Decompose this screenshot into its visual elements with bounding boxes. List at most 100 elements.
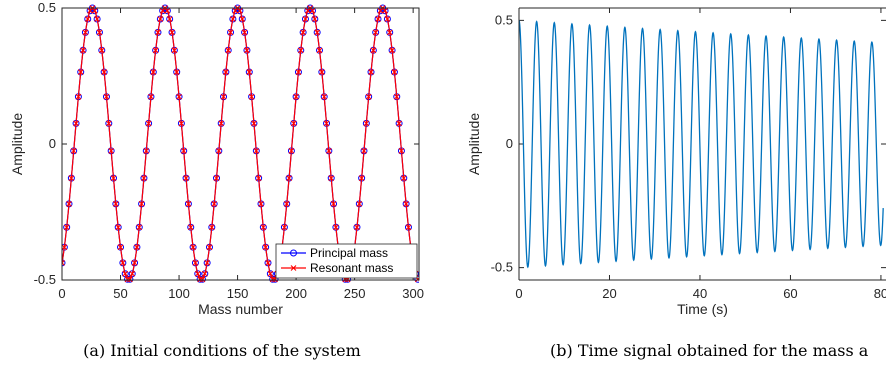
x-tick-label: 20 [602, 286, 616, 301]
data-point [213, 175, 220, 181]
data-point [122, 270, 129, 277]
data-point [201, 270, 208, 277]
data-point [77, 69, 84, 75]
data-point [150, 69, 157, 75]
data-point [311, 16, 318, 22]
data-point [225, 47, 232, 54]
data-point [105, 120, 112, 127]
data-point [361, 147, 367, 154]
data-point [260, 224, 267, 231]
data-point [316, 47, 323, 54]
data-point [148, 93, 154, 100]
data-point [356, 201, 363, 207]
caption: (a) Initial conditions of the system [83, 341, 361, 360]
data-point [314, 29, 321, 36]
x-axis-label: Time (s) [677, 301, 728, 317]
data-point [269, 276, 276, 283]
data-point [251, 120, 257, 127]
data-point [246, 69, 253, 75]
data-point [143, 147, 150, 154]
data-point [169, 29, 175, 36]
data-point [129, 270, 136, 277]
x-tick-label: 0 [515, 286, 522, 301]
data-point [365, 93, 372, 100]
data-point [393, 93, 400, 100]
data-point [244, 47, 250, 54]
data-point [155, 29, 161, 36]
data-point [187, 224, 194, 231]
y-tick-label: 0.5 [38, 0, 56, 15]
data-point [166, 16, 173, 22]
data-point [75, 93, 82, 100]
data-point [293, 93, 299, 100]
data-point [248, 93, 255, 100]
y-tick-label: -0.5 [491, 260, 513, 275]
data-point [382, 7, 388, 14]
data-point [178, 120, 185, 127]
x-tick-label: 80 [874, 286, 886, 301]
data-point [94, 16, 101, 22]
data-point [190, 244, 196, 251]
x-tick-label: 0 [58, 286, 65, 301]
data-point [375, 16, 381, 22]
legend-label: Resonant mass [310, 261, 393, 275]
data-point [265, 260, 271, 266]
data-point [62, 244, 68, 251]
data-point [127, 276, 133, 283]
data-point [330, 201, 337, 207]
data-point [262, 244, 269, 251]
data-point [241, 29, 248, 36]
legend-box [275, 243, 418, 279]
data-point [101, 69, 108, 75]
data-point [194, 270, 201, 277]
data-point [218, 120, 225, 127]
data-point [138, 201, 145, 207]
data-point [103, 93, 110, 100]
data-point [80, 47, 86, 54]
data-point [354, 224, 360, 231]
data-point [157, 16, 164, 22]
data-point [68, 175, 75, 181]
data-point [73, 120, 79, 127]
data-point [309, 7, 316, 14]
data-point [255, 175, 262, 181]
data-point [91, 7, 98, 14]
x-tick-label: 250 [344, 286, 366, 301]
data-point [391, 69, 398, 75]
data-point [124, 276, 131, 283]
plot-area [62, 8, 419, 280]
series-line [519, 20, 884, 269]
data-point [403, 201, 410, 207]
x-tick-label: 60 [783, 286, 797, 301]
data-point [204, 260, 211, 266]
legend-marker [290, 249, 297, 257]
legend-label: Principal mass [310, 246, 388, 260]
data-point [220, 93, 227, 100]
data-point [183, 175, 189, 181]
data-point [389, 47, 395, 54]
data-point [398, 147, 405, 154]
y-tick-label: 0 [506, 136, 513, 151]
x-axis-label: Mass number [198, 301, 283, 317]
data-point [297, 47, 304, 54]
y-axis-label: Amplitude [9, 113, 25, 175]
data-point [84, 16, 91, 22]
data-point [131, 260, 138, 266]
data-point [185, 201, 192, 207]
data-point [230, 16, 236, 22]
data-point [321, 93, 328, 100]
data-point [323, 120, 330, 127]
data-point [302, 16, 309, 22]
data-point [108, 147, 115, 154]
data-point [180, 147, 187, 154]
data-point [384, 16, 391, 22]
y-tick-label: 0.5 [495, 12, 513, 27]
data-point [300, 29, 307, 36]
data-point [227, 29, 234, 36]
data-point [208, 224, 215, 231]
data-point [295, 69, 302, 75]
data-point [117, 244, 124, 251]
data-point [372, 29, 379, 36]
